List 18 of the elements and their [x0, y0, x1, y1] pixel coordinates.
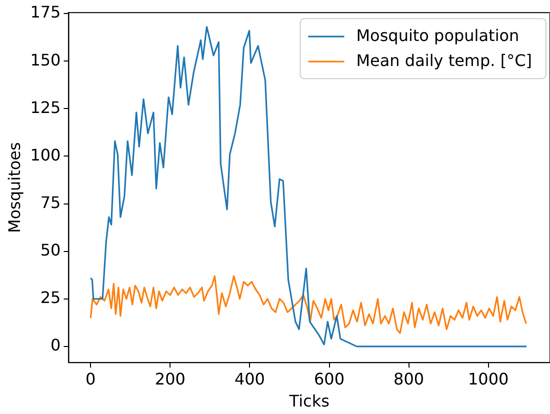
- x-tick-label: 1000: [468, 369, 509, 388]
- x-axis-title: Ticks: [288, 392, 330, 411]
- y-tick-label: 150: [30, 50, 61, 70]
- y-tick-label: 125: [30, 98, 61, 117]
- y-tick-label: 25: [40, 288, 61, 308]
- x-tick-label: 200: [154, 369, 186, 388]
- y-tick-label: 175: [30, 2, 61, 22]
- y-tick-label: 0: [50, 336, 61, 355]
- y-tick-label: 50: [40, 240, 61, 260]
- legend-label: Mosquito population: [356, 26, 520, 45]
- y-axis-title: Mosquitoes: [4, 142, 24, 234]
- x-tick-label: 800: [394, 369, 424, 388]
- y-tick-label: 100: [30, 145, 61, 164]
- y-tick-label: 75: [40, 192, 61, 212]
- x-tick-label: 0: [86, 369, 96, 388]
- legend-label: Mean daily temp. [°C]: [356, 50, 532, 70]
- x-tick-label: 600: [314, 369, 345, 388]
- x-tick-label: 400: [234, 369, 265, 388]
